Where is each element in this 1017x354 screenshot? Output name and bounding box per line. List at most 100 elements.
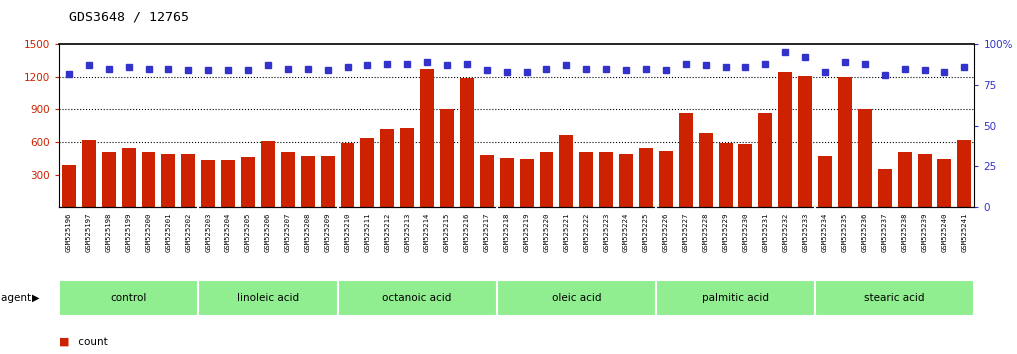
Bar xyxy=(480,155,494,207)
Text: agent: agent xyxy=(1,293,35,303)
Text: ▶: ▶ xyxy=(32,293,39,303)
Bar xyxy=(659,151,673,207)
Bar xyxy=(759,113,772,207)
Bar xyxy=(738,144,753,207)
Text: GSM525211: GSM525211 xyxy=(364,213,370,252)
Bar xyxy=(59,280,198,316)
Text: GSM525199: GSM525199 xyxy=(126,213,131,252)
Bar xyxy=(261,141,275,207)
Text: GSM525196: GSM525196 xyxy=(66,213,72,252)
Bar xyxy=(957,140,971,207)
Bar xyxy=(221,160,235,207)
Bar xyxy=(815,280,974,316)
Bar xyxy=(201,160,216,207)
Text: GSM525219: GSM525219 xyxy=(524,213,530,252)
Bar xyxy=(62,165,76,207)
Bar xyxy=(818,156,832,207)
Bar xyxy=(719,143,732,207)
Text: GSM525239: GSM525239 xyxy=(921,213,928,252)
Text: GSM525212: GSM525212 xyxy=(384,213,391,252)
Text: ■: ■ xyxy=(59,337,69,347)
Text: GSM525197: GSM525197 xyxy=(85,213,92,252)
Text: GSM525210: GSM525210 xyxy=(345,213,351,252)
Bar xyxy=(360,138,374,207)
Bar xyxy=(198,280,338,316)
Bar xyxy=(301,156,314,207)
Text: GSM525209: GSM525209 xyxy=(324,213,331,252)
Bar xyxy=(559,136,574,207)
Text: GSM525230: GSM525230 xyxy=(742,213,749,252)
Bar xyxy=(639,148,653,207)
Text: GSM525216: GSM525216 xyxy=(464,213,470,252)
Text: stearic acid: stearic acid xyxy=(864,293,924,303)
Text: GSM525241: GSM525241 xyxy=(961,213,967,252)
Bar xyxy=(496,280,656,316)
Text: GSM525233: GSM525233 xyxy=(802,213,809,252)
Text: GDS3648 / 12765: GDS3648 / 12765 xyxy=(69,11,189,24)
Text: GSM525218: GSM525218 xyxy=(503,213,510,252)
Text: linoleic acid: linoleic acid xyxy=(237,293,299,303)
Text: GSM525229: GSM525229 xyxy=(722,213,728,252)
Bar xyxy=(122,148,135,207)
Text: GSM525237: GSM525237 xyxy=(882,213,888,252)
Text: count: count xyxy=(75,337,108,347)
Text: GSM525227: GSM525227 xyxy=(682,213,689,252)
Bar xyxy=(898,152,911,207)
Bar xyxy=(619,154,633,207)
Bar xyxy=(778,73,792,207)
Text: GSM525222: GSM525222 xyxy=(584,213,589,252)
Text: GSM525206: GSM525206 xyxy=(264,213,271,252)
Bar xyxy=(460,78,474,207)
Bar xyxy=(102,152,116,207)
Bar xyxy=(878,169,892,207)
Text: GSM525215: GSM525215 xyxy=(444,213,450,252)
Bar xyxy=(181,154,195,207)
Bar xyxy=(162,154,175,207)
Text: GSM525240: GSM525240 xyxy=(942,213,948,252)
Bar xyxy=(241,157,255,207)
Bar xyxy=(341,143,355,207)
Bar xyxy=(699,133,713,207)
Text: GSM525224: GSM525224 xyxy=(623,213,630,252)
Bar xyxy=(656,280,815,316)
Bar xyxy=(420,69,434,207)
Text: octanoic acid: octanoic acid xyxy=(382,293,452,303)
Text: GSM525202: GSM525202 xyxy=(185,213,191,252)
Text: GSM525235: GSM525235 xyxy=(842,213,848,252)
Text: GSM525220: GSM525220 xyxy=(543,213,549,252)
Bar xyxy=(678,113,693,207)
Text: GSM525232: GSM525232 xyxy=(782,213,788,252)
Bar xyxy=(520,159,534,207)
Bar xyxy=(82,140,96,207)
Bar xyxy=(281,152,295,207)
Bar xyxy=(320,156,335,207)
Bar xyxy=(499,158,514,207)
Bar xyxy=(440,109,454,207)
Text: GSM525205: GSM525205 xyxy=(245,213,251,252)
Bar xyxy=(540,152,553,207)
Bar xyxy=(798,76,813,207)
Text: GSM525200: GSM525200 xyxy=(145,213,152,252)
Text: GSM525208: GSM525208 xyxy=(305,213,311,252)
Text: GSM525226: GSM525226 xyxy=(663,213,669,252)
Text: GSM525198: GSM525198 xyxy=(106,213,112,252)
Bar xyxy=(917,154,932,207)
Text: GSM525231: GSM525231 xyxy=(763,213,769,252)
Bar xyxy=(380,129,395,207)
Text: GSM525217: GSM525217 xyxy=(484,213,490,252)
Text: GSM525234: GSM525234 xyxy=(822,213,828,252)
Text: GSM525201: GSM525201 xyxy=(166,213,172,252)
Text: oleic acid: oleic acid xyxy=(551,293,601,303)
Text: GSM525223: GSM525223 xyxy=(603,213,609,252)
Text: GSM525236: GSM525236 xyxy=(861,213,868,252)
Bar xyxy=(858,109,872,207)
Bar xyxy=(938,159,952,207)
Text: GSM525221: GSM525221 xyxy=(563,213,570,252)
Text: control: control xyxy=(111,293,146,303)
Bar xyxy=(580,152,593,207)
Text: GSM525214: GSM525214 xyxy=(424,213,430,252)
Text: GSM525203: GSM525203 xyxy=(205,213,212,252)
Bar xyxy=(599,152,613,207)
Text: GSM525207: GSM525207 xyxy=(285,213,291,252)
Text: GSM525204: GSM525204 xyxy=(225,213,231,252)
